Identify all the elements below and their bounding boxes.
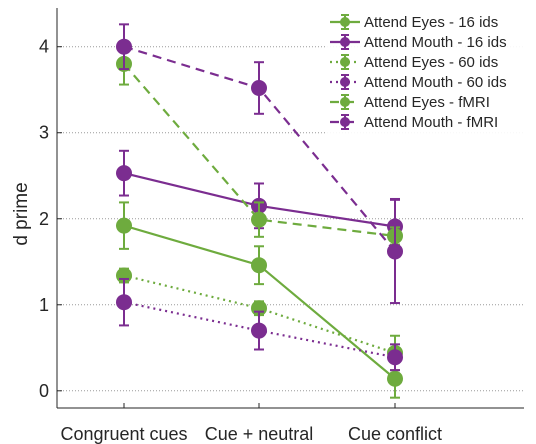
- data-point: [116, 294, 132, 311]
- data-point: [387, 243, 403, 260]
- data-point: [116, 38, 132, 55]
- legend-background: [326, 6, 532, 140]
- legend-marker: [340, 37, 350, 47]
- x-tick-label: Cue conflict: [348, 424, 442, 444]
- x-tick-label: Congruent cues: [60, 424, 187, 444]
- legend-marker: [340, 77, 350, 87]
- y-tick-label: 2: [39, 209, 49, 229]
- data-point: [251, 80, 267, 96]
- legend-marker: [340, 57, 350, 67]
- legend-label: Attend Eyes - fMRI: [364, 94, 490, 111]
- data-point: [251, 257, 267, 274]
- y-tick-label: 4: [39, 37, 49, 57]
- legend: Attend Eyes - 16 ids Attend Mouth - 16 id…: [326, 6, 532, 140]
- axes: 0 1 2 3 4 Congruent cues Cue + neutral Cue conf…: [39, 8, 524, 444]
- data-point: [251, 211, 267, 228]
- legend-label: Attend Mouth - 16 ids: [364, 34, 507, 51]
- series-line: [123, 63, 396, 238]
- data-point: [116, 165, 132, 182]
- legend-label: Attend Mouth - fMRI: [364, 114, 498, 131]
- data-point: [116, 217, 132, 234]
- y-tick-label: 0: [39, 381, 49, 401]
- y-axis-label: d prime: [11, 182, 32, 245]
- legend-label: Attend Eyes - 16 ids: [364, 14, 498, 31]
- legend-marker: [340, 117, 350, 127]
- legend-marker: [340, 17, 350, 27]
- series-4: [116, 277, 403, 372]
- series-6: [116, 23, 403, 305]
- data-point: [251, 322, 267, 339]
- legend-marker: [340, 97, 350, 107]
- data-point: [387, 370, 403, 387]
- legend-label: Attend Mouth - 60 ids: [364, 74, 507, 91]
- series-1: [116, 201, 403, 399]
- y-tick-label: 3: [39, 123, 49, 143]
- series-group: [116, 23, 403, 399]
- legend-label: Attend Eyes - 60 ids: [364, 54, 498, 71]
- x-tick-label: Cue + neutral: [205, 424, 314, 444]
- y-tick-label: 1: [39, 295, 49, 315]
- data-point: [387, 349, 403, 366]
